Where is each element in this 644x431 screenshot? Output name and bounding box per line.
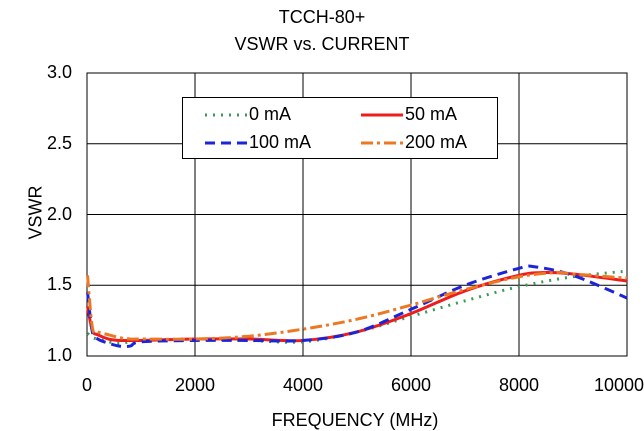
legend-swatch-200ma [361,141,403,144]
x-axis-label: FREQUENCY (MHz) [271,410,439,430]
x-tick-label-5: 10000 [593,375,644,395]
chart-legend: 0 mA 50 mA 100 mA 200 mA [182,97,498,159]
y-tick-label-1: 1.5 [46,274,72,295]
legend-label-100ma: 100 mA [249,132,312,152]
chart-title: TCCH-80+ [278,7,366,27]
legend-item-0ma: 0 mA [203,104,291,125]
x-tick-label-0: 0 [81,375,92,395]
series-line-100ma [86,264,628,349]
y-tick-label-4: 3.0 [46,62,72,82]
chart-subtitle: VSWR vs. CURRENT [234,34,410,54]
legend-label-0ma: 0 mA [249,104,292,124]
series-line-200ma [86,270,628,341]
legend-item-50ma: 50 mA [359,104,457,125]
legend-swatch-50ma [361,113,403,116]
y-tick-label-0: 1.0 [46,345,72,365]
y-tick-label-2: 2.0 [46,203,72,224]
legend-swatch-100ma [205,141,247,144]
x-tick-label-3: 6000 [390,375,432,395]
y-tick-label-3: 2.5 [46,132,72,153]
legend-item-100ma: 100 mA [203,132,311,153]
legend-label-50ma: 50 mA [405,104,458,124]
plot-frame [86,72,628,357]
x-tick-label-1: 2000 [174,375,216,395]
series-line-50ma [86,270,628,343]
legend-label-200ma: 200 mA [405,132,468,152]
legend-swatch-0ma [205,113,247,116]
legend-item-200ma: 200 mA [359,132,467,153]
x-tick-label-2: 4000 [282,375,324,395]
x-tick-label-4: 8000 [498,375,540,395]
